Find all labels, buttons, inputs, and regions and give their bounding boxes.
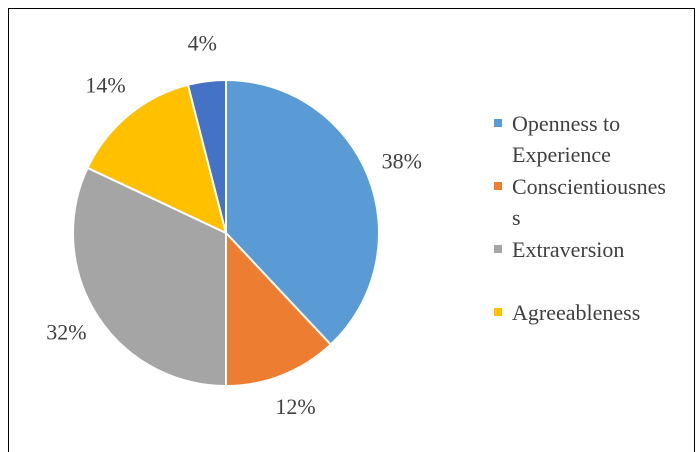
data-label: 14% xyxy=(85,72,125,97)
pie-slice xyxy=(225,78,380,346)
legend-label: Extraversion xyxy=(512,237,625,262)
legend-swatch xyxy=(494,308,502,316)
legend-label: Openness to Experience xyxy=(512,111,621,167)
pie-slice xyxy=(186,78,227,234)
data-label: 32% xyxy=(46,319,86,344)
legend-label: Agreeableness xyxy=(512,300,641,325)
data-label: 4% xyxy=(188,31,217,56)
legend-swatch xyxy=(494,245,502,253)
pie-slice xyxy=(72,166,227,388)
data-label: 12% xyxy=(275,394,315,419)
legend-label: Conscientiousness xyxy=(512,174,666,230)
frame xyxy=(8,8,695,452)
legend-entry: Agreeableness xyxy=(492,297,672,360)
legend: Openness to Experience Conscientiousness E… xyxy=(492,108,672,360)
pie-slice xyxy=(86,83,228,235)
legend-entry: Openness to Experience xyxy=(492,108,672,171)
legend-entry: Conscientiousness xyxy=(492,171,672,234)
pie-slice xyxy=(225,230,333,388)
data-label: 38% xyxy=(382,148,422,173)
legend-swatch xyxy=(494,119,502,127)
legend-swatch xyxy=(494,182,502,190)
legend-entry: Extraversion xyxy=(492,234,672,297)
